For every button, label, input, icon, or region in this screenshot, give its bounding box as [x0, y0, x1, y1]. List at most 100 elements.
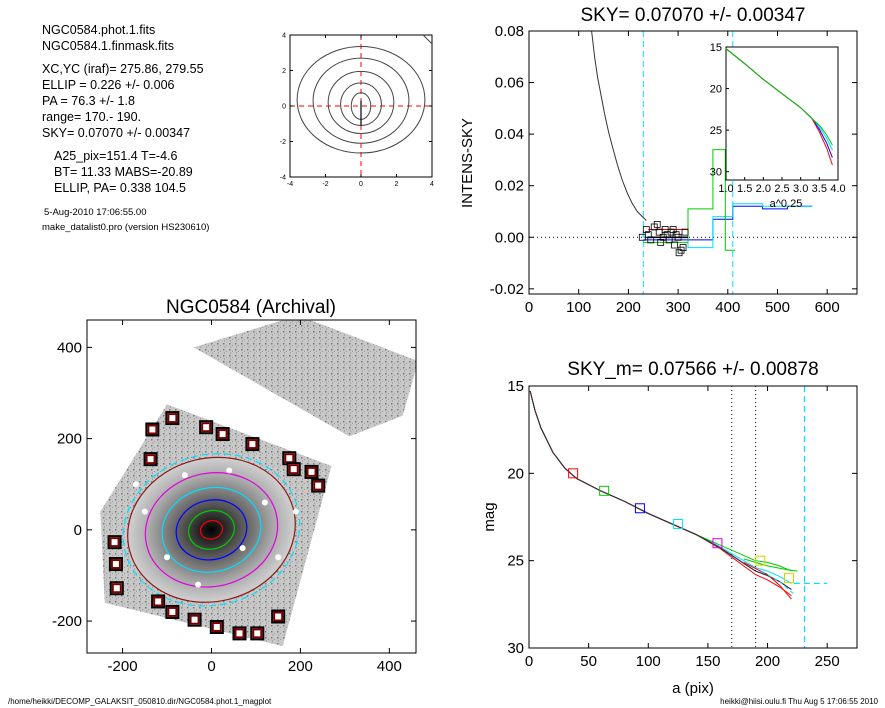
sky-xtick-label: 300 — [666, 299, 691, 316]
sky-xtick-label: 600 — [815, 299, 840, 316]
sky-point — [675, 249, 683, 257]
isophote-ellipse — [122, 453, 301, 607]
sky-point — [677, 246, 685, 254]
mag-marker — [755, 555, 766, 566]
isophote-ellipse — [175, 499, 248, 561]
isophote-ellipse — [199, 519, 224, 540]
mag-ytick-label: 25 — [507, 553, 524, 570]
sky-point — [679, 244, 687, 251]
contour-corner-level — [422, 34, 433, 45]
masked-star — [226, 467, 233, 474]
info-ellip: ELLIP = 0.226 +/- 0.006 — [42, 78, 175, 92]
mask-box-inner — [313, 480, 324, 491]
mask-box-inner — [167, 413, 178, 424]
masked-star — [261, 499, 268, 506]
contour-panel: -4 -2 0 2 4 -4 -2 0 2 4 — [280, 33, 434, 189]
mag-profile-curve — [529, 391, 792, 597]
sky-profile-line — [591, 31, 647, 221]
inset-xtick-label: 1.5 — [737, 183, 752, 195]
contour-ytick-label: 0 — [282, 104, 286, 111]
inset-xtick-label: 2.0 — [756, 183, 771, 195]
contour-ytick-label: 2 — [282, 68, 286, 75]
masked-star — [132, 481, 139, 488]
inset-ytick-label: 30 — [710, 167, 722, 179]
mag-xtick-label: 250 — [815, 653, 840, 670]
masked-star — [239, 545, 246, 552]
contour-xtick-label: -2 — [322, 181, 328, 188]
image-xtick-label: 400 — [377, 658, 402, 675]
mask-box-inner — [167, 606, 178, 617]
sky-ytick-label: 0.04 — [495, 126, 524, 143]
mag-ytick-label: 20 — [507, 465, 524, 482]
masked-star — [195, 581, 202, 588]
mag-plot-area — [529, 386, 828, 648]
image-ytick-label: 200 — [57, 431, 82, 448]
info-file2: NGC0584.1.finmask.fits — [42, 39, 174, 53]
mag-xtick-label: 100 — [636, 653, 661, 670]
inset-ytick-label: 20 — [710, 84, 722, 96]
mask-box-inner — [111, 583, 122, 594]
mask-box-inner — [147, 424, 158, 435]
sky-point — [663, 231, 671, 239]
mag-xlabel: a (pix) — [672, 680, 714, 697]
isophote-ellipse — [161, 486, 262, 573]
isophote-ellipse — [144, 472, 279, 588]
mask-box-inner — [211, 621, 222, 632]
info-pa: PA = 76.3 +/- 1.8 — [42, 94, 135, 108]
mag-marker — [568, 468, 579, 479]
isophote-ellipse — [127, 456, 296, 603]
footer-user: heikki@hiisi.oulu.fi Thu Aug 5 17:06:55 … — [720, 697, 878, 706]
sky-ytick-label: 0.06 — [495, 75, 524, 92]
sky-point — [657, 239, 665, 246]
info-block: NGC0584.phot.1.fits NGC0584.1.finmask.fi… — [42, 23, 209, 233]
mag-title: SKY_m= 0.07566 +/- 0.00878 — [567, 359, 818, 380]
info-bt: BT= 11.33 MABS=-20.89 — [54, 165, 193, 179]
sky-frame — [528, 30, 858, 295]
isophote-ellipse — [187, 509, 235, 550]
sky-ytick-label: 0.08 — [495, 23, 524, 40]
sky-point — [653, 220, 661, 228]
info-ellip-pa: ELLIP, PA= 0.338 104.5 — [54, 181, 186, 195]
sky-ylabel: INTENS-SKY — [459, 118, 476, 208]
inset-xtick-label: 1.0 — [718, 183, 733, 195]
masked-star — [164, 554, 171, 561]
mask-box-inner — [288, 464, 299, 475]
sky-point — [672, 231, 680, 239]
inset-frame — [725, 46, 839, 181]
mask-box-inner — [201, 422, 212, 433]
mask-box-inner — [306, 466, 317, 477]
mask-box-inner — [217, 429, 228, 440]
mag-marker — [673, 518, 684, 529]
mag-marker — [599, 485, 610, 496]
image-upper-frame — [193, 320, 416, 437]
contour-level — [327, 70, 395, 135]
mask-box-inner — [234, 628, 245, 639]
inset-xtick-label: 3.0 — [793, 183, 808, 195]
masked-star — [141, 508, 148, 515]
sky-point — [681, 228, 689, 236]
contour-level — [312, 57, 410, 144]
mag-branch-red — [743, 561, 792, 600]
mask-box-inner — [109, 537, 120, 548]
sky-point — [667, 228, 675, 236]
sky-point — [665, 236, 673, 244]
image-title: NGC0584 (Archival) — [166, 297, 336, 318]
image-xtick-label: 0 — [207, 658, 215, 675]
sky-xtick-label: 200 — [616, 299, 641, 316]
mask-box-inner — [189, 614, 200, 625]
mag-profile-curve — [529, 391, 792, 584]
footer-path: /home/heikki/DECOMP_GALAKSIT_050810.dir/… — [8, 697, 272, 706]
contour-ytick-label: -4 — [280, 175, 286, 182]
info-file1: NGC0584.phot.1.fits — [42, 23, 155, 37]
masked-star — [181, 472, 188, 479]
contour-ytick-label: -2 — [280, 139, 286, 146]
mag-profile-curve — [529, 391, 792, 572]
inset-ytick-label: 15 — [710, 42, 722, 54]
image-ytick-label: 400 — [57, 339, 82, 356]
contour-level — [296, 46, 426, 154]
sky-point — [647, 236, 655, 244]
info-date: 5-Aug-2010 17:06:55.00 — [44, 207, 146, 218]
sky-point — [674, 233, 682, 241]
sky-ytick-label: 0.02 — [495, 178, 524, 195]
sky-point — [671, 241, 679, 249]
